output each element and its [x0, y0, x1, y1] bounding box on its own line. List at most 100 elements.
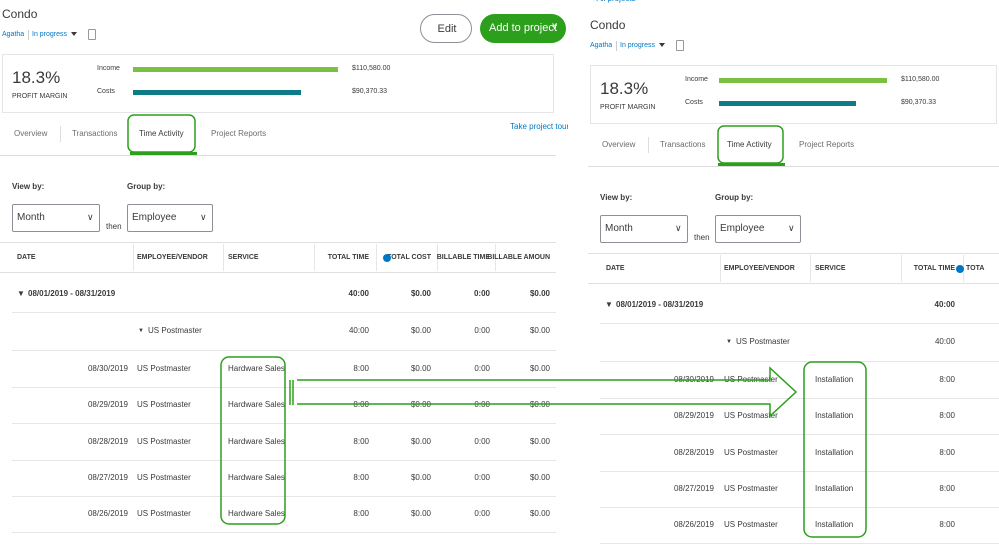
cell: Hardware Sales — [228, 400, 285, 410]
tab[interactable]: Time Activity — [727, 140, 772, 149]
cell: Installation — [815, 447, 854, 457]
cell: US Postmaster — [724, 520, 778, 530]
group-label: 08/01/2019 - 08/31/2019 — [28, 289, 116, 298]
cell: 08/28/2019 — [673, 447, 714, 457]
row-line — [12, 387, 556, 388]
tab-underline — [718, 163, 785, 166]
summary-card — [590, 65, 997, 124]
info-icon — [956, 265, 964, 273]
chevron — [659, 43, 665, 47]
divider — [616, 41, 617, 51]
tab[interactable]: Transactions — [660, 140, 706, 149]
cell: US Postmaster — [137, 472, 191, 482]
row-line — [12, 459, 556, 461]
column-header: DATE — [17, 254, 36, 261]
dropdown[interactable]: Employee ∨ — [715, 215, 801, 243]
expand-arrow: ▼ — [17, 289, 25, 298]
dropdown[interactable]: Month ∨ — [600, 215, 688, 243]
cell: 8:00 — [353, 472, 369, 482]
cell: 8:00 — [939, 520, 955, 530]
right-panel: < All projects Condo Agatha In progress 18.3… — [588, 0, 999, 548]
cell: 08/27/2019 — [87, 472, 128, 482]
tab[interactable]: Project Reports — [799, 140, 855, 149]
subgroup-total: 40:00 — [934, 337, 955, 346]
cell: 08/28/2019 — [87, 436, 128, 446]
chevron: ∨ — [200, 212, 207, 222]
tab[interactable]: Overview — [14, 129, 48, 138]
cell: 8:00 — [353, 509, 369, 519]
tab[interactable]: Project Reports — [211, 129, 267, 138]
project-name: Condo — [2, 7, 38, 21]
dropdown[interactable]: Month ∨ — [12, 204, 100, 232]
tab[interactable]: Time Activity — [139, 129, 184, 138]
cell: US Postmaster — [724, 411, 778, 421]
cell: $0.00 — [410, 400, 431, 410]
divider — [28, 30, 29, 40]
income-value: $110,580.00 — [901, 76, 940, 83]
left-panel: Condo Agatha In progress Edit Add to project… — [0, 7, 568, 534]
cell: 8:00 — [353, 436, 369, 446]
column-header: TOTAL TIME — [913, 265, 955, 272]
row-line — [12, 423, 556, 425]
group-total: 40:00 — [348, 289, 369, 298]
cell: $0.00 — [410, 472, 431, 482]
column-divider — [495, 244, 496, 271]
tab-divider — [648, 137, 649, 153]
subgroup-label: US Postmaster — [736, 337, 790, 346]
info-icon — [383, 254, 391, 262]
cell: Installation — [815, 411, 854, 421]
tabs-border — [0, 155, 556, 156]
costs-value: $90,370.33 — [901, 99, 937, 106]
cell: 08/26/2019 — [673, 520, 714, 530]
add-button[interactable]: Add to project ∨ — [480, 14, 566, 43]
column-divider — [901, 255, 902, 282]
cell: US Postmaster — [724, 375, 778, 384]
cell: US Postmaster — [137, 436, 191, 446]
cell: 0:00 — [474, 364, 490, 373]
cell: 08/26/2019 — [87, 509, 128, 519]
row-line — [600, 323, 999, 324]
cell: Hardware Sales — [228, 472, 285, 482]
income-label: Income — [97, 65, 120, 72]
tab[interactable]: Transactions — [72, 129, 118, 138]
tour-link[interactable]: Take project tour — [510, 122, 568, 131]
column-header: SERVICE — [228, 254, 259, 261]
cell: Hardware Sales — [228, 509, 285, 519]
column-header: DATE — [606, 265, 625, 272]
column-header: TOTAL TIME — [327, 254, 369, 261]
cell: 0:00 — [474, 400, 490, 410]
tab-underline — [130, 152, 197, 155]
cell: Installation — [815, 375, 854, 384]
customer-link: Agatha — [2, 31, 25, 38]
column-divider — [720, 255, 721, 282]
costs-bar — [719, 101, 857, 106]
costs-bar — [133, 90, 301, 95]
dropdown[interactable]: Employee ∨ — [127, 204, 213, 232]
then-label: then — [106, 222, 122, 231]
button-label: Edit — [437, 23, 457, 35]
row-line — [12, 312, 556, 313]
row-line — [0, 272, 556, 273]
dropdown-value: Month — [605, 223, 633, 234]
cell: 8:00 — [939, 375, 955, 384]
cell: US Postmaster — [724, 447, 778, 457]
edit-button[interactable]: Edit — [420, 14, 472, 43]
cell: $0.00 — [410, 364, 431, 373]
subgroup-label: US Postmaster — [148, 326, 202, 335]
customer-link: Agatha — [590, 42, 613, 49]
status: In progress — [32, 31, 68, 38]
expand-arrow: ▼ — [138, 328, 144, 334]
profit-margin: 18.3% — [600, 79, 649, 98]
dropdown-value: Employee — [132, 212, 177, 223]
column-divider — [223, 244, 224, 271]
tab[interactable]: Overview — [602, 140, 636, 149]
profit-margin: 18.3% — [12, 68, 61, 87]
cell: US Postmaster — [724, 483, 778, 493]
chevron: ∨ — [551, 21, 559, 32]
chevron: ∨ — [87, 212, 94, 222]
column-divider — [376, 244, 377, 271]
costs-label: Costs — [97, 88, 115, 95]
cell: 0:00 — [474, 436, 490, 446]
subgroup-total: 0:00 — [474, 326, 490, 335]
note-icon — [88, 29, 96, 40]
